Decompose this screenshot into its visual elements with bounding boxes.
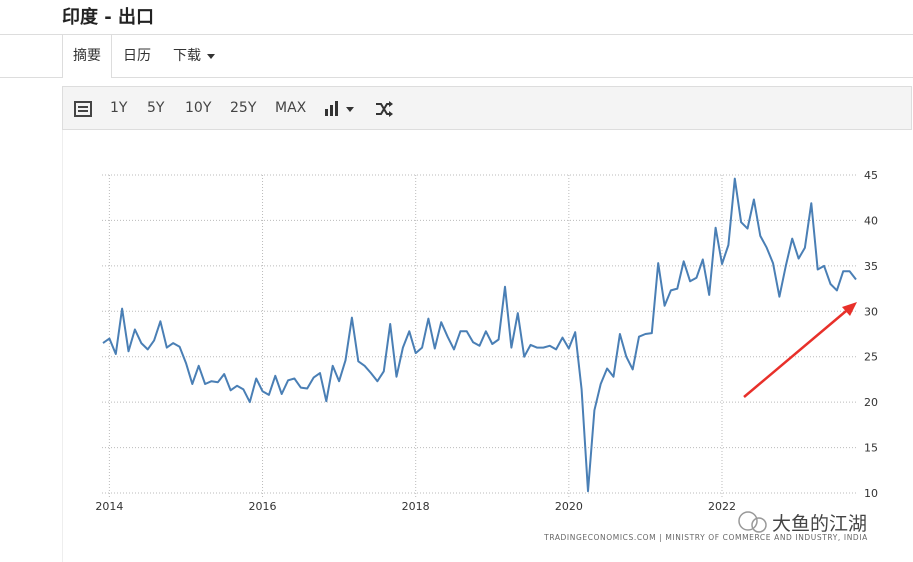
page-title: 印度 - 出口	[62, 7, 155, 28]
divider	[0, 77, 62, 78]
y-tick-label: 15	[864, 442, 878, 455]
range-button[interactable]: 5Y	[147, 100, 165, 116]
table-icon[interactable]	[73, 99, 93, 119]
data-line	[102, 177, 857, 493]
x-tick-label: 2022	[708, 500, 736, 513]
shuffle-icon[interactable]	[374, 99, 394, 119]
x-tick-label: 2016	[249, 500, 277, 513]
source-note: TRADINGECONOMICS.COM | MINISTRY OF COMME…	[543, 533, 868, 542]
annotation-arrow	[743, 305, 853, 398]
x-tick-label: 2020	[555, 500, 583, 513]
tab-label: 下载	[173, 48, 201, 64]
chart-panel	[62, 130, 913, 562]
y-tick-label: 35	[864, 260, 878, 273]
tab[interactable]: 日历	[123, 48, 151, 64]
divider	[0, 34, 913, 35]
x-tick-label: 2014	[95, 500, 123, 513]
y-tick-label: 10	[864, 487, 878, 500]
tab[interactable]: 摘要	[62, 35, 112, 78]
y-tick-label: 25	[864, 351, 878, 364]
range-button[interactable]: 25Y	[230, 100, 257, 116]
watermark-text: 大鱼的江湖	[772, 513, 867, 535]
y-tick-label: 20	[864, 396, 878, 409]
tab-bar: 摘要 日历 下载	[62, 35, 913, 78]
y-tick-label: 45	[864, 169, 878, 182]
arrow-head	[842, 302, 857, 316]
toolbar: 1Y 5Y 10Y 25Y MAX	[62, 86, 912, 130]
y-tick-label: 30	[864, 305, 878, 318]
range-button[interactable]: 10Y	[185, 100, 212, 116]
range-button[interactable]: 1Y	[110, 100, 128, 116]
watermark: 大鱼的江湖	[738, 511, 867, 535]
tab[interactable]: 下载	[173, 35, 215, 77]
chart-type-icon[interactable]	[323, 99, 359, 119]
caret	[207, 53, 215, 59]
range-button[interactable]: MAX	[275, 100, 307, 116]
x-tick-label: 2018	[402, 500, 430, 513]
y-tick-label: 40	[864, 214, 878, 227]
